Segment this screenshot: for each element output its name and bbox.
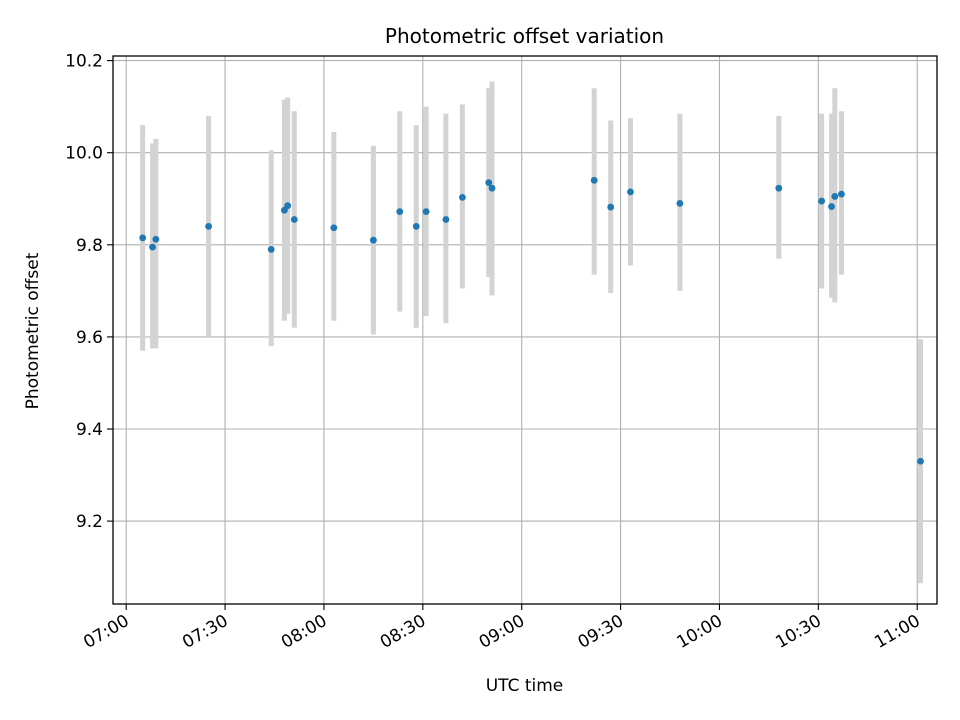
data-point — [330, 224, 338, 232]
data-point — [290, 216, 298, 223]
y-tick-label: 10.2 — [65, 52, 103, 72]
y-tick-label: 9.8 — [76, 236, 103, 256]
data-point — [149, 243, 156, 251]
y-tick-label: 10.0 — [65, 144, 103, 164]
data-point — [205, 222, 212, 230]
data-point — [396, 208, 404, 216]
plot-frame — [112, 55, 938, 605]
y-tick-label: 9.6 — [76, 328, 103, 348]
data-point — [458, 193, 466, 201]
data-point — [442, 216, 450, 223]
data-point — [139, 234, 147, 242]
data-point — [676, 199, 684, 207]
x-axis-label: UTC time — [486, 676, 564, 696]
data-point — [284, 202, 292, 210]
y-tick-label: 9.2 — [76, 512, 103, 532]
data-point — [485, 179, 493, 187]
data-point — [607, 203, 615, 211]
data-point — [488, 184, 496, 192]
data-point — [627, 188, 634, 196]
y-axis-label: Photometric offset — [23, 252, 43, 409]
data-point — [152, 235, 160, 243]
data-point — [775, 184, 783, 192]
data-point — [267, 246, 275, 253]
y-tick-label: 9.4 — [76, 420, 103, 440]
data-point — [831, 193, 839, 200]
point-layer — [139, 176, 924, 465]
data-point — [590, 176, 598, 184]
data-point — [412, 222, 420, 230]
data-point — [828, 203, 835, 210]
data-point — [917, 457, 924, 465]
chart-title: Photometric offset variation — [385, 24, 664, 48]
data-point — [369, 236, 377, 244]
data-point — [818, 197, 826, 205]
data-point — [422, 208, 430, 216]
data-point — [838, 190, 845, 198]
grid-layer — [113, 56, 937, 604]
